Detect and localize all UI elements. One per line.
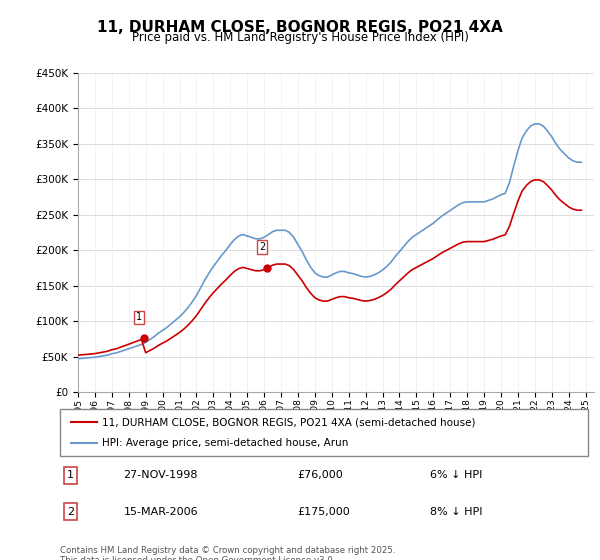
- Text: 2: 2: [67, 507, 74, 517]
- Text: 11, DURHAM CLOSE, BOGNOR REGIS, PO21 4XA: 11, DURHAM CLOSE, BOGNOR REGIS, PO21 4XA: [97, 20, 503, 35]
- Text: 27-NOV-1998: 27-NOV-1998: [124, 470, 198, 480]
- Text: £76,000: £76,000: [298, 470, 343, 480]
- Text: 6% ↓ HPI: 6% ↓ HPI: [430, 470, 482, 480]
- Text: £175,000: £175,000: [298, 507, 350, 517]
- Text: 11, DURHAM CLOSE, BOGNOR REGIS, PO21 4XA (semi-detached house): 11, DURHAM CLOSE, BOGNOR REGIS, PO21 4XA…: [102, 417, 476, 427]
- FancyBboxPatch shape: [60, 409, 588, 456]
- Text: Price paid vs. HM Land Registry's House Price Index (HPI): Price paid vs. HM Land Registry's House …: [131, 31, 469, 44]
- Text: HPI: Average price, semi-detached house, Arun: HPI: Average price, semi-detached house,…: [102, 438, 349, 448]
- Text: 1: 1: [136, 312, 142, 323]
- Text: 2: 2: [259, 242, 266, 252]
- Text: 1: 1: [67, 470, 74, 480]
- Text: 15-MAR-2006: 15-MAR-2006: [124, 507, 198, 517]
- Text: Contains HM Land Registry data © Crown copyright and database right 2025.
This d: Contains HM Land Registry data © Crown c…: [60, 546, 395, 560]
- Text: 8% ↓ HPI: 8% ↓ HPI: [430, 507, 482, 517]
